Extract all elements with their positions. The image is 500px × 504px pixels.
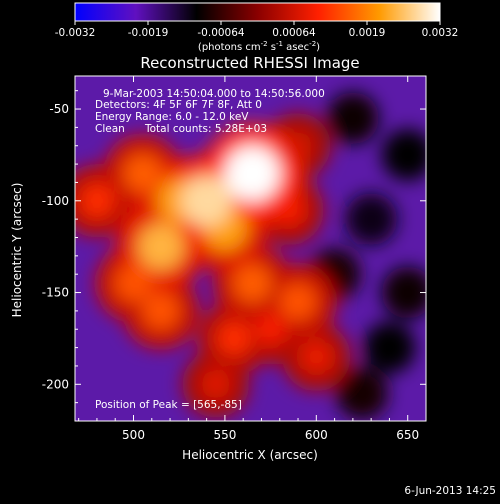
- emission-source: [123, 154, 162, 193]
- colorbar-tick-label: 0.0032: [422, 27, 459, 39]
- emission-source: [137, 223, 185, 271]
- colorbar-tick-label: -0.0019: [128, 27, 169, 39]
- colorbar: -0.0032 -0.0019 -0.00064 0.00064 0.0019 0.003…: [55, 2, 459, 53]
- x-tick-label: 600: [305, 428, 328, 442]
- y-tick-label: -50: [49, 102, 69, 116]
- emission-source: [363, 321, 416, 374]
- annotation-peak: Position of Peak = [565,-85]: [95, 399, 242, 411]
- x-axis-label: Heliocentric X (arcsec): [182, 448, 318, 462]
- emission-source: [115, 264, 152, 302]
- colorbar-tick-label: 0.0019: [349, 27, 386, 39]
- x-axis: 500 550 600 650: [78, 76, 427, 442]
- y-tick-label: -200: [42, 377, 69, 391]
- annotation-method: Clean: [95, 123, 125, 135]
- plot-frame: [74, 75, 427, 422]
- emission-source: [381, 266, 426, 319]
- emission-source: [180, 175, 233, 227]
- colorbar-strip: [74, 2, 441, 22]
- y-tick-label: -100: [42, 194, 69, 208]
- emission-source: [201, 369, 231, 399]
- emission-source: [217, 321, 251, 356]
- emission-source: [345, 193, 398, 246]
- emission-source: [273, 194, 305, 226]
- emission-source: [80, 184, 114, 218]
- colorbar-units: (photons cm-2 s-1 asec-2): [198, 40, 320, 53]
- emission-source: [284, 131, 312, 160]
- y-axis-label: Heliocentric Y (arcsec): [10, 183, 24, 318]
- y-tick-label: -150: [42, 286, 69, 300]
- emission-map: [75, 92, 426, 420]
- annotations: 9-Mar-2003 14:50:04.000 to 14:50:56.000 …: [95, 88, 325, 411]
- footer-timestamp: 6-Jun-2013 14:25: [404, 485, 496, 497]
- emission-source: [336, 367, 389, 420]
- annotation-detectors: Detectors: 4F 5F 6F 7F 8F, Att 0: [95, 99, 262, 111]
- x-tick-label: 500: [122, 428, 145, 442]
- emission-source: [301, 341, 332, 372]
- plot-area: [75, 76, 426, 421]
- colorbar-tick-label: -0.00064: [197, 27, 245, 39]
- emission-source: [233, 264, 272, 303]
- emission-source: [142, 292, 180, 330]
- chart-title: Reconstructed RHESSI Image: [140, 54, 359, 72]
- annotation-time-range: 9-Mar-2003 14:50:04.000 to 14:50:56.000: [103, 88, 325, 100]
- annotation-energy: Energy Range: 6.0 - 12.0 keV: [95, 111, 249, 123]
- emission-source: [326, 92, 379, 145]
- emission-source: [254, 313, 287, 345]
- emission-source: [279, 283, 317, 321]
- emission-source: [381, 128, 426, 181]
- x-tick-label: 650: [396, 428, 419, 442]
- annotation-counts: Total counts: 5.28E+03: [144, 123, 267, 135]
- colorbar-tick-label: -0.0032: [55, 27, 96, 39]
- colorbar-ticks: -0.0032 -0.0019 -0.00064 0.00064 0.0019 0.003…: [55, 21, 459, 39]
- x-tick-label: 550: [213, 428, 236, 442]
- y-axis: -50 -100 -150 -200: [42, 90, 426, 404]
- emission-source: [224, 145, 281, 202]
- colorbar-tick-label: 0.00064: [272, 27, 316, 39]
